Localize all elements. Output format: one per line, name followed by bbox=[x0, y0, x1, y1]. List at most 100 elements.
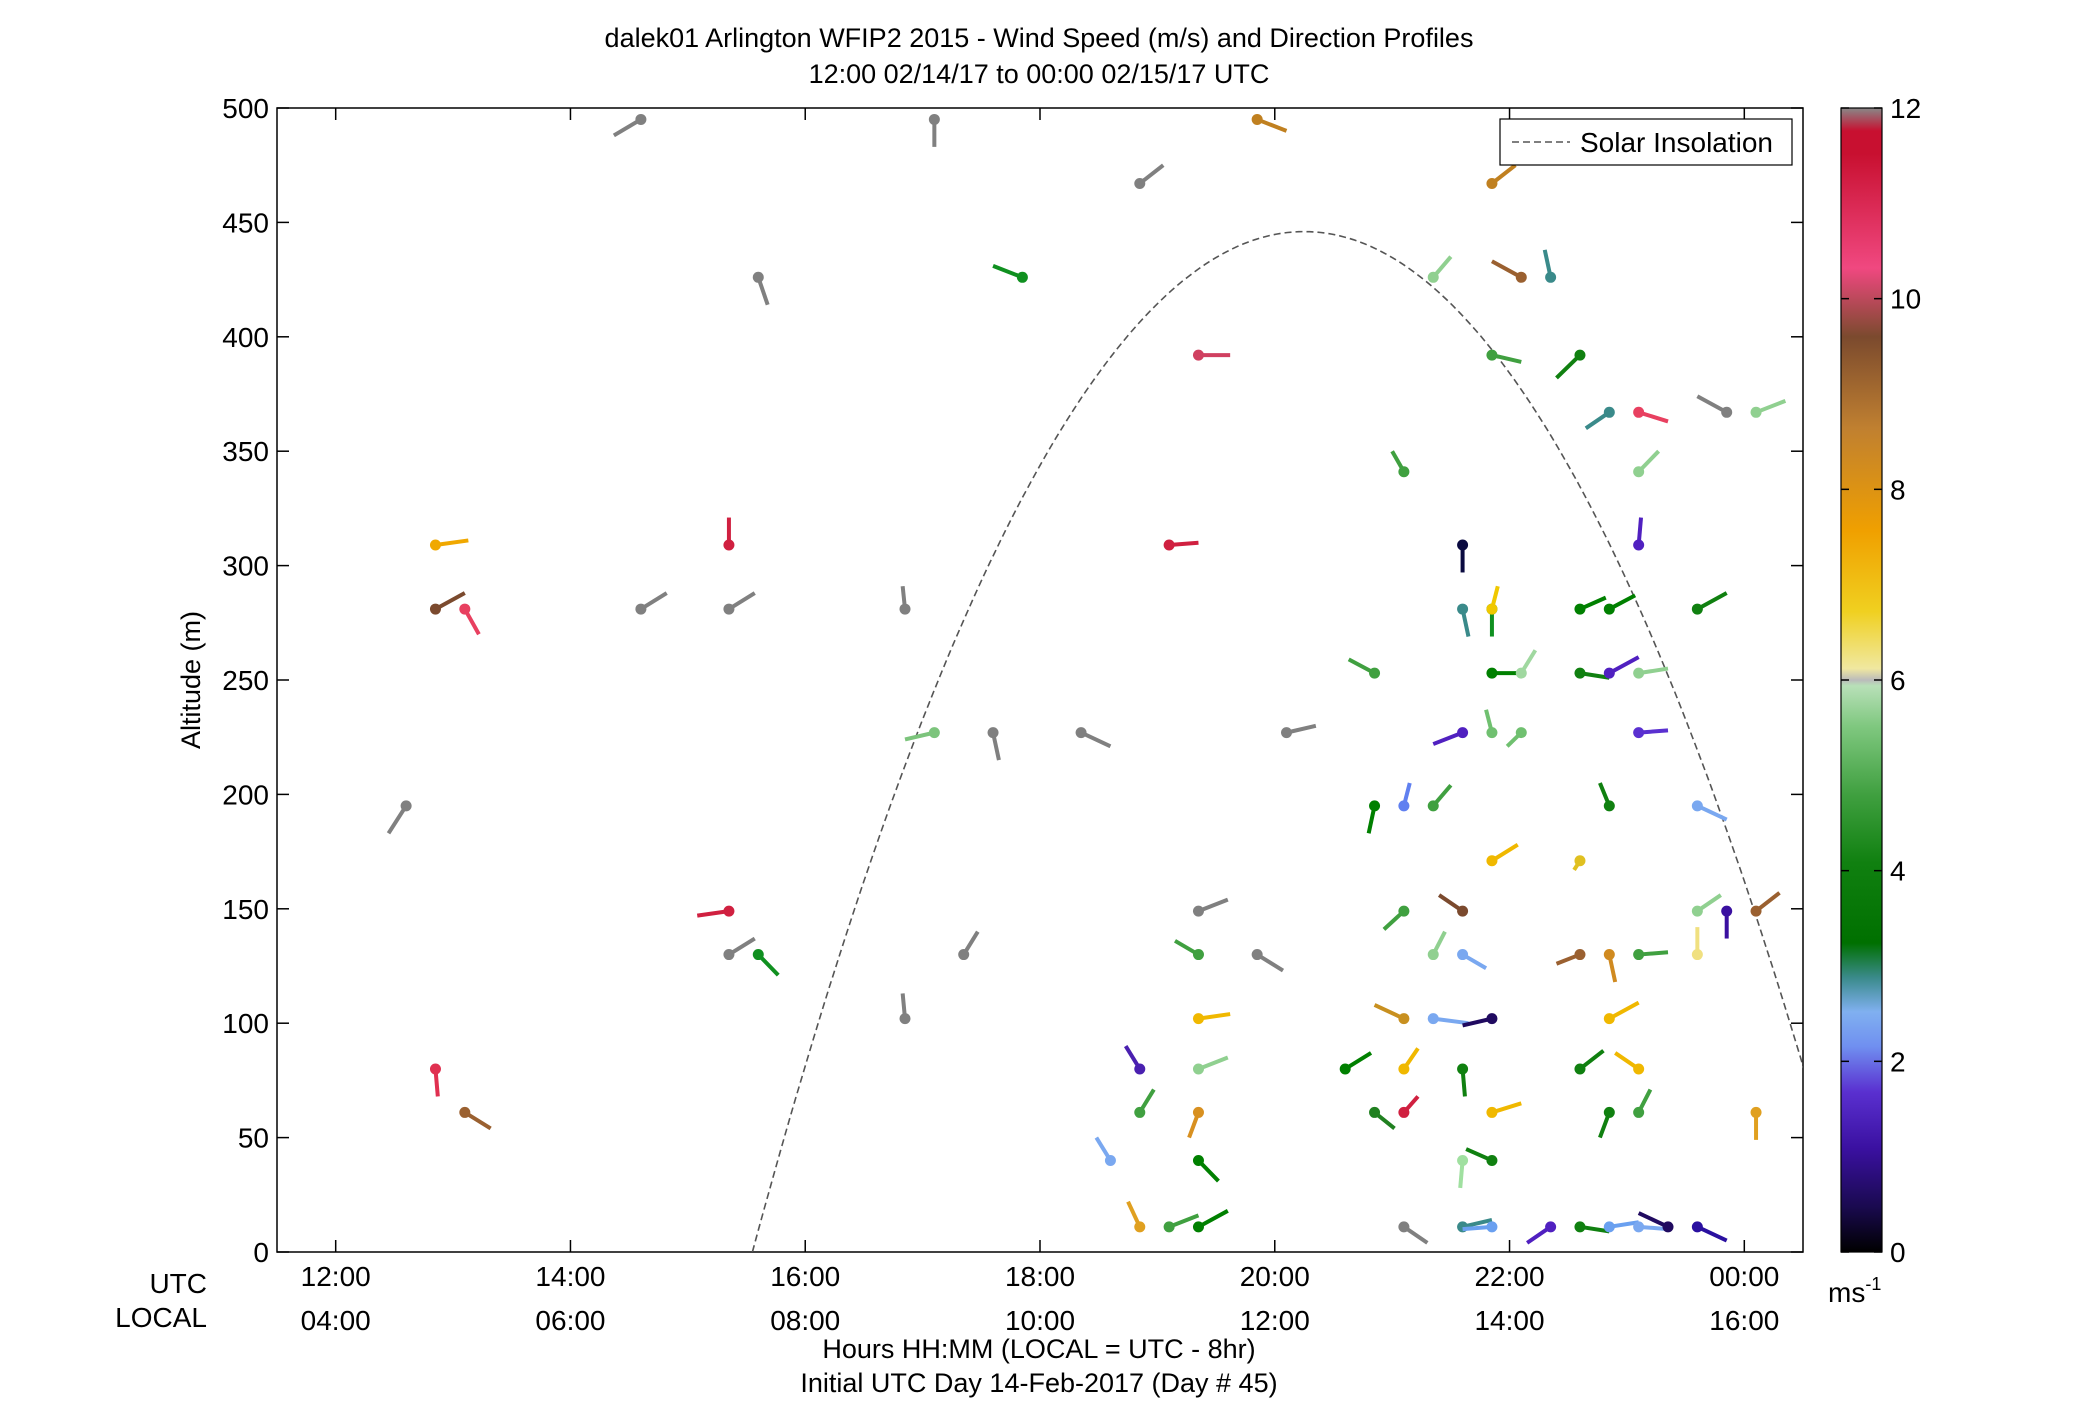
colorbar-ticks: 0 2 4 6 8 10 12 bbox=[1841, 93, 1921, 1268]
wind-barb bbox=[958, 930, 980, 961]
wind-barb-dot bbox=[1192, 1106, 1204, 1118]
wind-barb bbox=[1123, 1045, 1146, 1075]
wind-barb-dot bbox=[1633, 1221, 1645, 1233]
wind-barb-dot bbox=[1251, 949, 1263, 961]
wind-barb-dot bbox=[1691, 603, 1703, 615]
wind-barb-dot bbox=[928, 727, 940, 739]
wind-barb bbox=[1398, 1221, 1429, 1245]
wind-barb-dot bbox=[1633, 667, 1645, 679]
wind-barb-dot bbox=[723, 539, 735, 551]
wind-barb bbox=[1427, 255, 1453, 283]
wind-barb bbox=[723, 936, 756, 961]
wind-barb-dot bbox=[1192, 1063, 1204, 1075]
wind-barb-dot bbox=[1603, 1106, 1615, 1118]
wind-barb bbox=[1366, 800, 1381, 834]
wind-barb-stem bbox=[1608, 1000, 1640, 1021]
wind-barb-dot bbox=[1603, 949, 1615, 961]
y-tick-label: 50 bbox=[238, 1123, 269, 1154]
wind-barb bbox=[1437, 893, 1469, 917]
wind-barb bbox=[1691, 1221, 1728, 1243]
wind-barb bbox=[1457, 1154, 1469, 1189]
wind-barb bbox=[1633, 666, 1669, 679]
wind-barb bbox=[1572, 855, 1586, 871]
wind-barb-dot bbox=[1486, 1013, 1498, 1025]
wind-barb bbox=[1555, 349, 1586, 380]
wind-barb-dot bbox=[1134, 1063, 1146, 1075]
x-row-label-local: LOCAL bbox=[115, 1302, 207, 1333]
wind-barb-dot bbox=[1633, 539, 1645, 551]
wind-barb bbox=[1462, 1221, 1498, 1233]
wind-barb-dot bbox=[1486, 1106, 1498, 1118]
wind-barb bbox=[1173, 939, 1204, 961]
colorbar-tick-label: 2 bbox=[1890, 1046, 1906, 1077]
y-axis-label: Altitude (m) bbox=[176, 611, 206, 749]
wind-barb bbox=[1094, 1136, 1116, 1166]
wind-barb-stem bbox=[1490, 259, 1523, 280]
wind-barb-dot bbox=[1574, 949, 1586, 961]
wind-barb-dot bbox=[752, 271, 764, 283]
y-tick-label: 300 bbox=[222, 551, 269, 582]
wind-barb bbox=[1603, 1000, 1640, 1025]
wind-barb bbox=[723, 517, 735, 551]
wind-barb bbox=[1457, 603, 1471, 637]
x-axis: 12:00 04:00 14:00 06:00 16:00 08:00 18:00 10:00… bbox=[301, 108, 1779, 1336]
wind-barb bbox=[1126, 1200, 1146, 1233]
wind-barb-dot bbox=[1486, 667, 1498, 679]
wind-barb-dot bbox=[1369, 800, 1381, 812]
x-tick-label-local: 06:00 bbox=[535, 1305, 605, 1336]
wind-barb-dot bbox=[1398, 1221, 1410, 1233]
wind-barb bbox=[1163, 539, 1199, 551]
wind-barb bbox=[1574, 595, 1607, 615]
wind-barb-stem bbox=[1197, 1209, 1229, 1229]
wind-barb bbox=[1603, 949, 1618, 983]
wind-barb bbox=[1398, 782, 1412, 812]
x-tick-label-local: 04:00 bbox=[301, 1305, 371, 1336]
wind-barb bbox=[1457, 539, 1469, 573]
wind-barb bbox=[992, 264, 1028, 283]
wind-barb-dot bbox=[1603, 1013, 1615, 1025]
wind-barb-dot bbox=[1603, 800, 1615, 812]
chart-subtitle: 12:00 02/14/17 to 00:00 02/15/17 UTC bbox=[809, 59, 1270, 89]
wind-barb bbox=[723, 591, 756, 615]
wind-barb-dot bbox=[1192, 905, 1204, 917]
wind-barb bbox=[1633, 406, 1669, 424]
wind-barb bbox=[1251, 949, 1285, 973]
wind-barb-dot bbox=[1427, 800, 1439, 812]
wind-barb bbox=[1486, 349, 1522, 364]
wind-barb-dot bbox=[459, 1106, 471, 1118]
wind-barb-dot bbox=[1457, 905, 1469, 917]
wind-barb-dot bbox=[1515, 727, 1527, 739]
wind-barb-dot bbox=[400, 800, 412, 812]
wind-barb bbox=[1633, 449, 1661, 478]
wind-barb-dot bbox=[1486, 1154, 1498, 1166]
wind-barb bbox=[1398, 1047, 1420, 1075]
x-tick-label-utc: 16:00 bbox=[770, 1261, 840, 1292]
wind-barb bbox=[1192, 1154, 1220, 1183]
wind-barb bbox=[1598, 782, 1615, 812]
wind-barb-dot bbox=[1369, 1106, 1381, 1118]
wind-barb-dot bbox=[958, 949, 970, 961]
y-tick-label: 100 bbox=[222, 1008, 269, 1039]
wind-barb-dot bbox=[1457, 1154, 1469, 1166]
wind-barb-stem bbox=[1696, 591, 1728, 611]
wind-barb-dot bbox=[429, 1063, 441, 1075]
wind-barb bbox=[1427, 1013, 1469, 1026]
wind-barb-dot bbox=[429, 539, 441, 551]
wind-barb bbox=[1598, 1106, 1615, 1139]
wind-barbs bbox=[386, 113, 1787, 1245]
wind-barb-dot bbox=[1574, 667, 1586, 679]
wind-barb bbox=[612, 113, 647, 138]
x-tick-label-local: 10:00 bbox=[1005, 1305, 1075, 1336]
wind-barb-dot bbox=[1486, 855, 1498, 867]
wind-barb bbox=[459, 603, 481, 636]
wind-barb-dot bbox=[635, 603, 647, 615]
wind-barb bbox=[1390, 450, 1410, 478]
colorbar-tick-label: 12 bbox=[1890, 93, 1921, 124]
wind-barb-dot bbox=[1192, 949, 1204, 961]
wind-barb-stem bbox=[1608, 655, 1640, 675]
wind-barb bbox=[1339, 1051, 1373, 1075]
y-tick-label: 250 bbox=[222, 665, 269, 696]
wind-barb bbox=[1614, 1051, 1645, 1075]
wind-barb-dot bbox=[928, 113, 940, 125]
